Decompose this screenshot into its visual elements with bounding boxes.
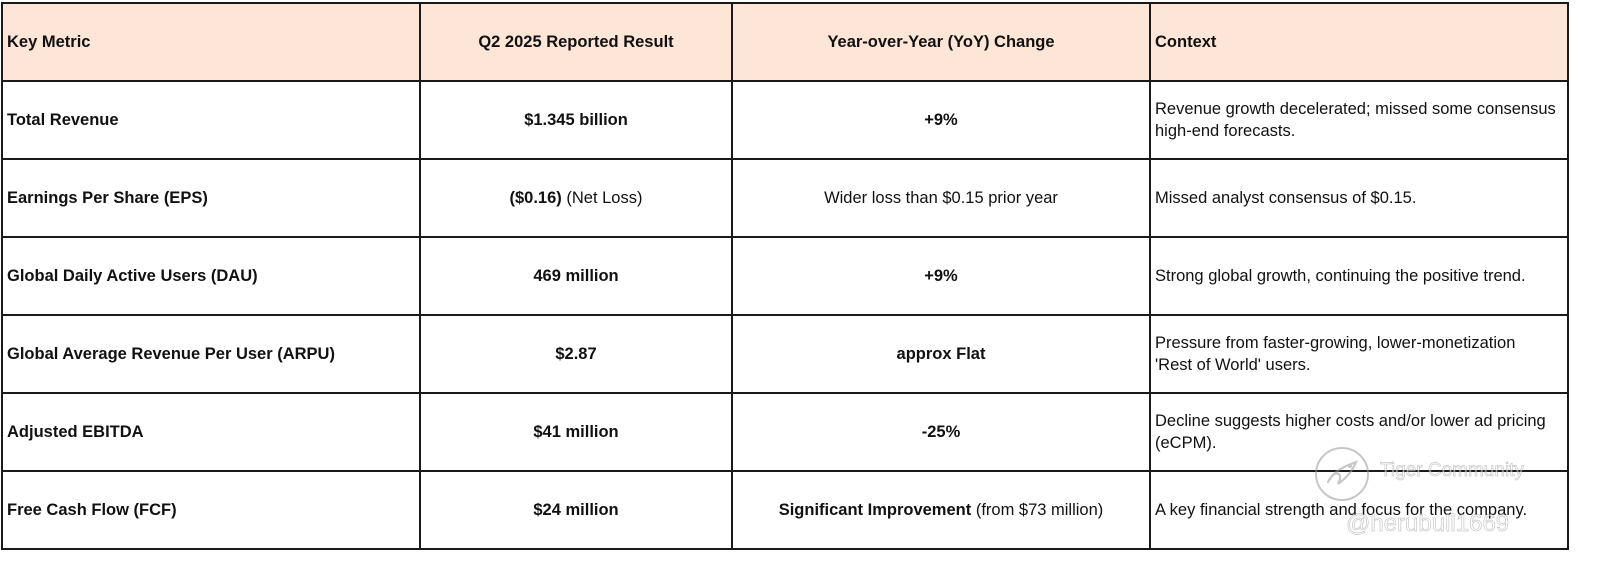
metric-cell: Adjusted EBITDA <box>1 392 421 472</box>
change-value: approx Flat <box>896 345 986 363</box>
context-cell: Pressure from faster-growing, lower-mone… <box>1149 314 1569 394</box>
result-value: $24 million <box>533 501 619 519</box>
result-value: ($0.16) <box>509 189 562 207</box>
change-value: Significant Improvement <box>778 501 972 519</box>
context-cell: Revenue growth decelerated; missed some … <box>1149 80 1569 160</box>
table-row: Global Daily Active Users (DAU) 469 mill… <box>1 236 1569 316</box>
metric-cell: Earnings Per Share (EPS) <box>1 158 421 238</box>
result-note: (Net Loss) <box>566 189 643 207</box>
context-cell: Decline suggests higher costs and/or low… <box>1149 392 1569 472</box>
table-row: Adjusted EBITDA $41 million -25% Decline… <box>1 392 1569 472</box>
header-q2-result: Q2 2025 Reported Result <box>419 2 733 82</box>
change-value: -25% <box>921 423 961 441</box>
context-cell: A key financial strength and focus for t… <box>1149 470 1569 550</box>
change-cell: +9% <box>731 236 1151 316</box>
context-cell: Strong global growth, continuing the pos… <box>1149 236 1569 316</box>
metric-cell: Global Daily Active Users (DAU) <box>1 236 421 316</box>
table-row: Global Average Revenue Per User (ARPU) $… <box>1 314 1569 394</box>
metrics-table: Key Metric Q2 2025 Reported Result Year-… <box>1 2 1569 550</box>
change-cell: Significant Improvement (from $73 millio… <box>731 470 1151 550</box>
result-cell: $41 million <box>419 392 733 472</box>
change-cell: Wider loss than $0.15 prior year <box>731 158 1151 238</box>
change-note: Wider loss than $0.15 prior year <box>824 189 1058 207</box>
metric-cell: Free Cash Flow (FCF) <box>1 470 421 550</box>
result-value: 469 million <box>533 267 619 285</box>
context-cell: Missed analyst consensus of $0.15. <box>1149 158 1569 238</box>
change-cell: -25% <box>731 392 1151 472</box>
table-row: Total Revenue $1.345 billion +9% Revenue… <box>1 80 1569 160</box>
change-note: (from $73 million) <box>975 501 1104 519</box>
change-value: +9% <box>924 111 958 129</box>
header-yoy-change: Year-over-Year (YoY) Change <box>731 2 1151 82</box>
result-cell: $24 million <box>419 470 733 550</box>
result-cell: $1.345 billion <box>419 80 733 160</box>
header-row: Key Metric Q2 2025 Reported Result Year-… <box>1 2 1569 82</box>
result-value: $2.87 <box>555 345 597 363</box>
metric-cell: Global Average Revenue Per User (ARPU) <box>1 314 421 394</box>
result-cell: $2.87 <box>419 314 733 394</box>
result-value: $1.345 billion <box>524 111 628 129</box>
change-cell: approx Flat <box>731 314 1151 394</box>
table-row: Free Cash Flow (FCF) $24 million Signifi… <box>1 470 1569 550</box>
table-row: Earnings Per Share (EPS) ($0.16) (Net Lo… <box>1 158 1569 238</box>
result-cell: 469 million <box>419 236 733 316</box>
result-cell: ($0.16) (Net Loss) <box>419 158 733 238</box>
header-key-metric: Key Metric <box>1 2 421 82</box>
metric-cell: Total Revenue <box>1 80 421 160</box>
header-context: Context <box>1149 2 1569 82</box>
result-value: $41 million <box>533 423 619 441</box>
change-value: +9% <box>924 267 958 285</box>
change-cell: +9% <box>731 80 1151 160</box>
